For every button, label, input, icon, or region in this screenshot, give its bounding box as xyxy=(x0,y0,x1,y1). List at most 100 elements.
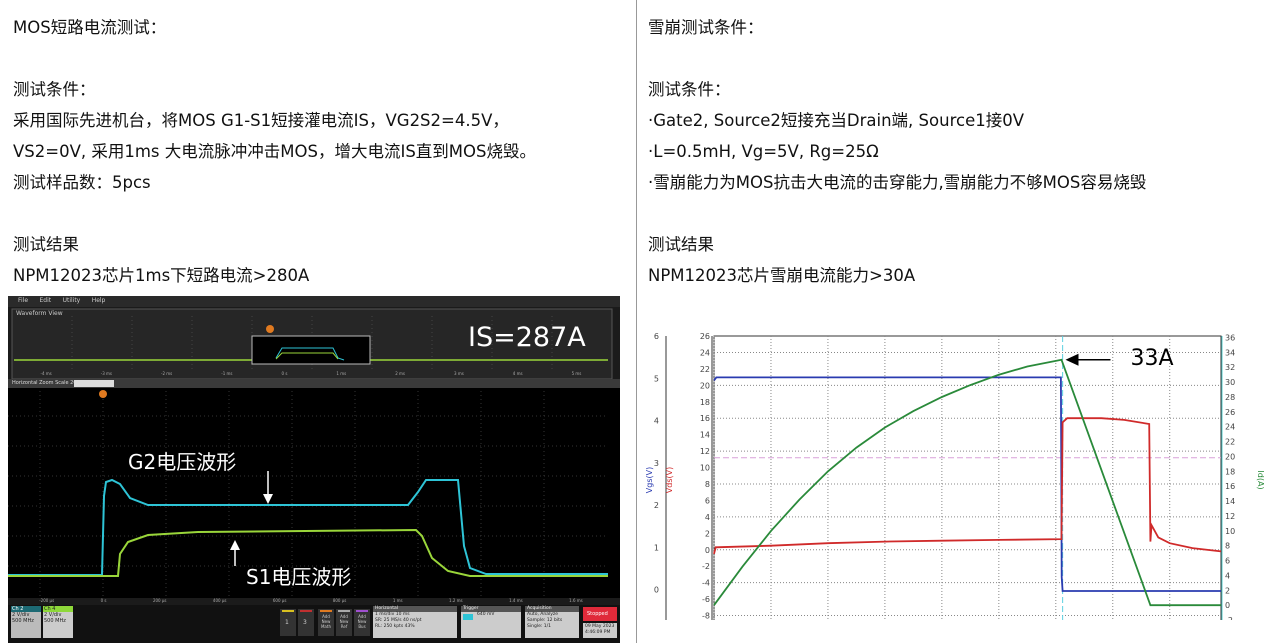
result-heading: 测试结果 xyxy=(13,235,79,254)
scope-tick-label: 0 s xyxy=(100,598,107,603)
y-tick-label-vds: 24 xyxy=(700,348,710,357)
y-axis-label-id: Id(A) xyxy=(1256,470,1265,489)
conditions-line: 采用国际先进机台，将MOS G1-S1短接灌电流IS，VG2S2=4.5V， xyxy=(13,111,509,130)
result-line: NPM12023芯片1ms下短路电流>280A xyxy=(13,266,310,285)
y-tick-label-vg: 3 xyxy=(654,459,659,468)
ref-button-3[interactable]: 3 xyxy=(303,619,307,626)
scope-tick-label: -4 ms xyxy=(40,371,52,376)
acquisition-panel[interactable]: Acquisition Auto, Analyze Sample: 12 bits S… xyxy=(527,606,563,629)
menu-file: File xyxy=(18,297,29,304)
avalanche-panel: 雪崩测试条件： 测试条件： ·Gate2, Source2短接充当Drain端,… xyxy=(637,0,1280,643)
y-tick-label-vds: -6 xyxy=(702,595,710,604)
series-line-vds xyxy=(713,417,1222,555)
y-tick-label-id: 18 xyxy=(1225,467,1235,476)
y-tick-label-vds: 6 xyxy=(705,496,710,505)
peak-annotation: 33A xyxy=(1130,346,1173,371)
y-tick-label-vds: 14 xyxy=(700,431,710,440)
y-tick-label-id: 22 xyxy=(1225,438,1235,447)
y-tick-label-vds: 20 xyxy=(700,381,710,390)
y-tick-label-vds: 2 xyxy=(705,529,710,538)
add-bus-button[interactable]: Add New Bus xyxy=(357,614,367,629)
y-tick-label-id: 20 xyxy=(1225,452,1235,461)
section-title: MOS短路电流测试： xyxy=(13,18,167,37)
result-line: NPM12023芯片雪崩电流能力>30A xyxy=(648,266,916,285)
scope-tick-label: 0 s xyxy=(281,371,288,376)
short-circuit-panel: MOS短路电流测试： 测试条件： 采用国际先进机台，将MOS G1-S1短接灌电… xyxy=(0,0,636,643)
y-tick-label-id: 24 xyxy=(1225,423,1235,432)
y-axis-label-vg: Vgs(V) xyxy=(645,467,654,493)
y-axis-label-vds: Vds(V) xyxy=(665,467,674,493)
plot-area xyxy=(713,335,1222,620)
conditions-line: ·L=0.5mH, Vg=5V, Rg=25Ω xyxy=(648,142,879,161)
y-tick-label-vds: -4 xyxy=(702,579,710,588)
y-tick-label-vg: 4 xyxy=(654,417,659,426)
y-tick-label-id: 10 xyxy=(1225,527,1235,536)
y-tick-label-id: 30 xyxy=(1225,378,1235,387)
annotation-arrowhead xyxy=(1065,353,1079,366)
y-tick-label-id: 8 xyxy=(1225,542,1230,551)
section-title: 雪崩测试条件： xyxy=(648,18,764,37)
y-tick-label-id: 26 xyxy=(1225,408,1235,417)
y-tick-label-vds: 12 xyxy=(700,447,710,456)
scope-tick-label: 800 µs xyxy=(332,598,347,603)
add-ref-button[interactable]: Add New Ref xyxy=(339,614,349,629)
scope-tick-label: -200 µs xyxy=(39,598,55,603)
ref-button-1[interactable]: 1 xyxy=(285,619,289,626)
waveform-view-title: Waveform View xyxy=(16,310,63,317)
scope-tick-label: 1.6 ms xyxy=(569,598,583,603)
y-tick-label-vg: 1 xyxy=(654,543,659,552)
y-tick-label-id: 14 xyxy=(1225,497,1235,506)
y-tick-label-id: -2 xyxy=(1225,616,1233,620)
add-math-button[interactable]: Add New Math xyxy=(320,614,331,629)
g2-waveform-label: G2电压波形 xyxy=(128,450,237,474)
y-tick-label-vds: 18 xyxy=(700,398,710,407)
scope-tick-label: -1 ms xyxy=(221,371,233,376)
y-tick-label-vg: 6 xyxy=(654,332,659,341)
y-tick-label-id: 12 xyxy=(1225,512,1235,521)
scope-tick-label: 400 µs xyxy=(212,598,227,603)
avalanche-chart: 05001,0001,5002,0002,5003,0003,5004,000-… xyxy=(645,332,1265,620)
scope-tick-label: 600 µs xyxy=(272,598,287,603)
y-tick-label-id: 4 xyxy=(1225,571,1230,580)
conditions-line: 测试样品数：5pcs xyxy=(13,173,151,192)
oscilloscope-screenshot: File Edit Utility Help Waveform View IS=… xyxy=(8,296,620,643)
scope-menu: File Edit Utility Help xyxy=(18,297,105,304)
scope-tick-label: 1 ms xyxy=(392,598,403,603)
result-heading: 测试结果 xyxy=(648,235,714,254)
y-tick-label-id: 34 xyxy=(1225,348,1235,357)
scope-tick-label: 1.4 ms xyxy=(509,598,523,603)
y-tick-label-id: 28 xyxy=(1225,393,1235,402)
trigger-panel[interactable]: Trigger 640 mV xyxy=(463,606,495,617)
horizontal-panel[interactable]: Horizontal 1 ms/div 10 ms SR: 25 MS/s 40 n… xyxy=(375,606,422,629)
y-tick-label-vds: -8 xyxy=(702,612,710,620)
menu-help: Help xyxy=(91,297,106,304)
y-tick-label-vg: 2 xyxy=(654,501,659,510)
y-tick-label-vg: 0 xyxy=(654,586,659,595)
scope-tick-label: 2 ms xyxy=(395,371,405,376)
overview-ticks: -4 ms -3 ms -2 ms -1 ms 0 s 1 ms 2 ms 3 ms 4 ms 5… xyxy=(16,371,606,376)
panel-divider xyxy=(636,0,637,643)
y-tick-label-id: 36 xyxy=(1225,333,1235,342)
s1-waveform-label: S1电压波形 xyxy=(246,565,352,589)
y-tick-label-vds: 16 xyxy=(700,414,710,423)
stopped-status-button[interactable]: Stopped xyxy=(587,611,608,617)
y-tick-label-vg: 5 xyxy=(654,374,659,383)
scope-tick-label: 4 ms xyxy=(512,371,523,376)
scope-tick-label: -3 ms xyxy=(100,371,112,376)
scope-tick-label: 1 ms xyxy=(336,371,347,376)
scope-tick-label: 1.2 ms xyxy=(449,598,463,603)
y-tick-label-id: 32 xyxy=(1225,363,1235,372)
y-tick-label-vds: 8 xyxy=(705,480,710,489)
y-tick-label-vds: 10 xyxy=(700,464,710,473)
conditions-heading: 测试条件： xyxy=(13,80,96,99)
menu-edit: Edit xyxy=(39,297,52,304)
conditions-line: ·雪崩能力为MOS抗击大电流的击穿能力,雪崩能力不够MOS容易烧毁 xyxy=(648,173,1147,192)
scope-tick-label: 200 µs xyxy=(152,598,167,603)
conditions-heading: 测试条件： xyxy=(648,80,731,99)
menu-utility: Utility xyxy=(62,297,81,304)
y-tick-label-id: 16 xyxy=(1225,482,1235,491)
zoom-scale-bar: Horizontal Zoom Scale 200.00 us/div xyxy=(12,380,105,386)
y-tick-label-id: 0 xyxy=(1225,601,1230,610)
